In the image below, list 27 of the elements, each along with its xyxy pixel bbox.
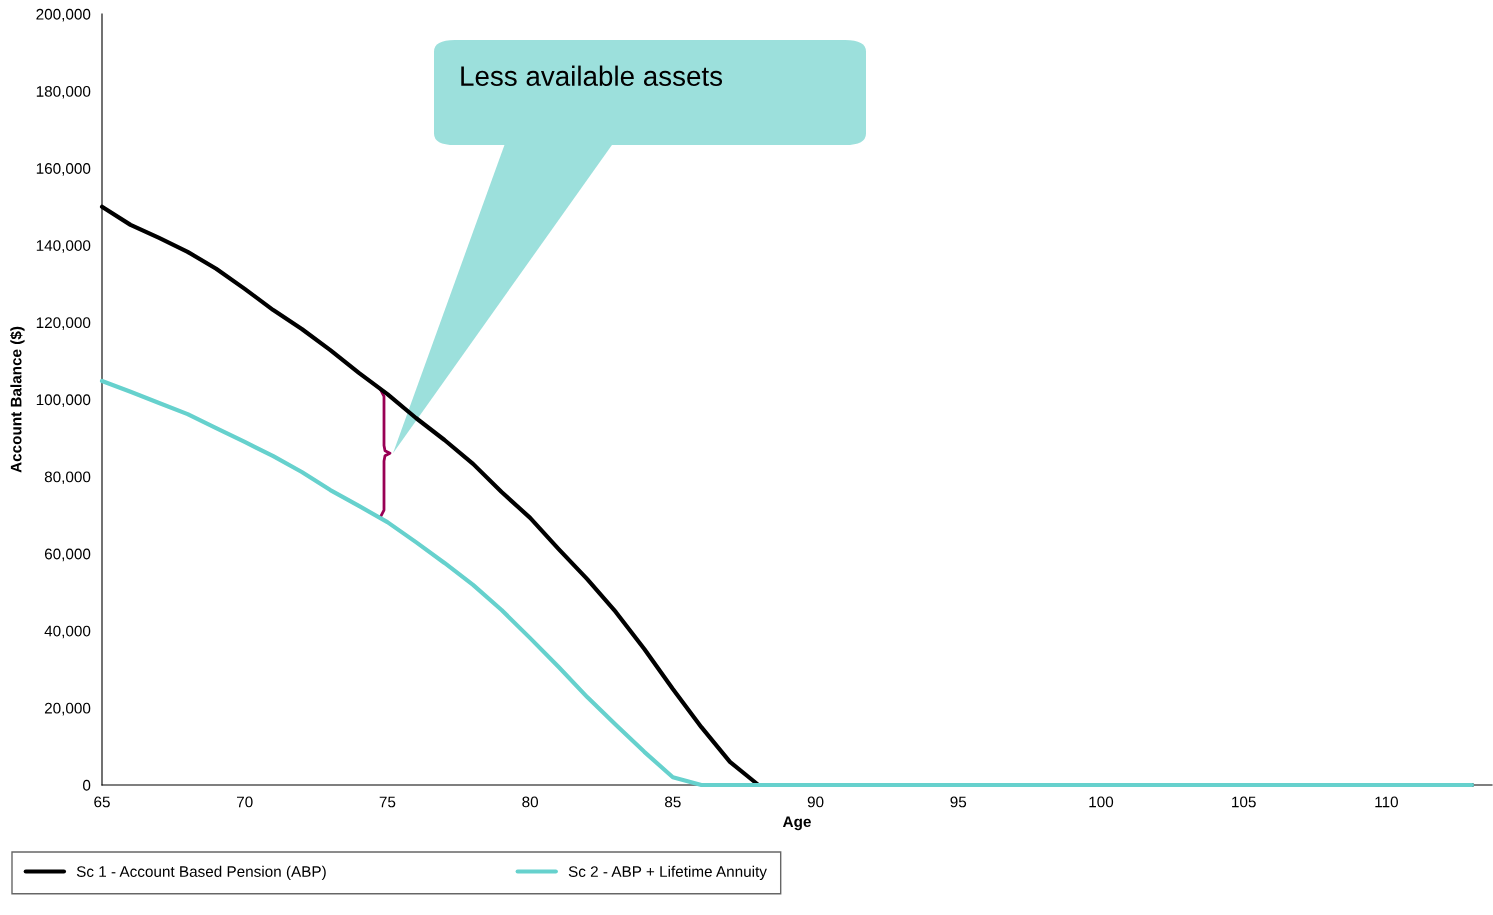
- legend-label: Sc 1 - Account Based Pension (ABP): [76, 865, 326, 880]
- x-tick-label: 65: [94, 796, 110, 808]
- y-tick-label: 180,000: [36, 85, 91, 99]
- y-tick-label: 0: [82, 779, 91, 791]
- x-tick-label: 90: [807, 796, 824, 808]
- annotation: Less available assets: [461, 65, 723, 87]
- x-tick-label: 75: [379, 796, 396, 808]
- y-tick-label: 120,000: [36, 317, 91, 330]
- x-axis-title: Age: [782, 816, 811, 831]
- x-tick-label: 110: [1375, 796, 1398, 808]
- y-tick-label: 60,000: [44, 548, 91, 562]
- line-series: [99, 378, 1475, 788]
- y-tick-label: 100,000: [36, 394, 91, 407]
- y-tick-label: 200,000: [36, 8, 91, 22]
- x-tick-label: 100: [1089, 796, 1114, 808]
- y-tick-label: 80,000: [44, 471, 91, 485]
- y-tick-label: 20,000: [44, 702, 91, 716]
- x-tick-label: 70: [237, 796, 253, 808]
- y-tick-label: 160,000: [36, 163, 91, 176]
- x-tick-label: 85: [665, 796, 681, 808]
- y-tick-label: 140,000: [36, 240, 91, 253]
- y-tick-label: 40,000: [44, 625, 91, 639]
- legend-label: Sc 2 - ABP + Lifetime Annuity: [568, 865, 767, 880]
- y-axis-title: Account Balance ($): [10, 326, 25, 473]
- x-tick-label: 105: [1232, 796, 1256, 808]
- x-tick-label: 95: [950, 796, 967, 808]
- x-tick-label: 80: [522, 796, 539, 808]
